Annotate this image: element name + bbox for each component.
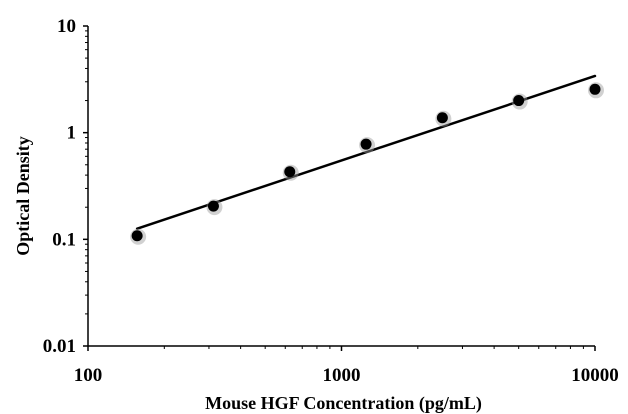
data-point <box>360 138 372 150</box>
y-tick-label: 0.1 <box>52 229 76 250</box>
data-points <box>130 82 604 245</box>
x-tick-label: 10000 <box>571 365 619 386</box>
data-point <box>207 200 219 212</box>
data-point <box>513 95 525 107</box>
data-point <box>589 83 601 95</box>
y-axis-title: Optical Density <box>13 136 33 256</box>
y-tick-label: 0.01 <box>43 336 76 357</box>
x-tick-label: 100 <box>74 365 103 386</box>
data-point <box>131 230 143 242</box>
y-tick-label: 1 <box>67 123 77 144</box>
data-point <box>436 112 448 124</box>
ticks: 10 1 0.1 0.01 100 1000 10000 <box>43 16 619 386</box>
x-axis-title: Mouse HGF Concentration (pg/mL) <box>205 393 482 414</box>
axes <box>87 26 595 347</box>
data-point <box>284 166 296 178</box>
x-tick-label: 1000 <box>323 365 361 386</box>
y-tick-label: 10 <box>57 16 76 37</box>
